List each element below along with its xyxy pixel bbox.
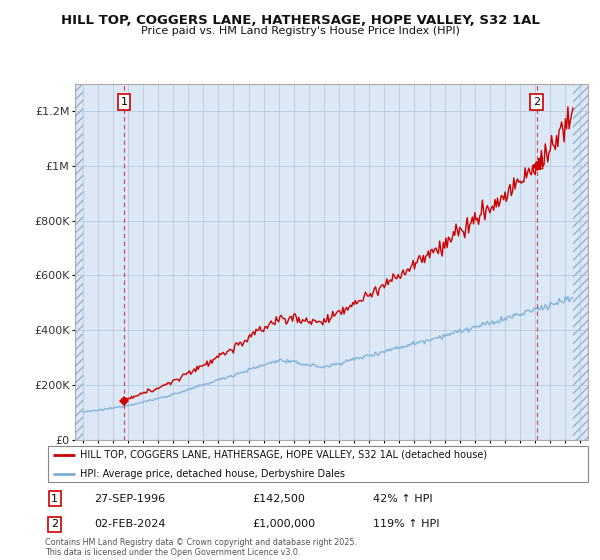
FancyBboxPatch shape	[48, 446, 588, 482]
Text: Contains HM Land Registry data © Crown copyright and database right 2025.
This d: Contains HM Land Registry data © Crown c…	[45, 538, 357, 557]
Text: HPI: Average price, detached house, Derbyshire Dales: HPI: Average price, detached house, Derb…	[80, 469, 346, 478]
Text: 2: 2	[533, 97, 540, 107]
Bar	[573, 84, 588, 440]
Text: HILL TOP, COGGERS LANE, HATHERSAGE, HOPE VALLEY, S32 1AL: HILL TOP, COGGERS LANE, HATHERSAGE, HOPE…	[61, 14, 539, 27]
Text: £1,000,000: £1,000,000	[253, 519, 316, 529]
Text: 1: 1	[121, 97, 128, 107]
Text: £142,500: £142,500	[253, 493, 305, 503]
Text: 2: 2	[51, 519, 58, 529]
Text: 27-SEP-1996: 27-SEP-1996	[94, 493, 165, 503]
Text: HILL TOP, COGGERS LANE, HATHERSAGE, HOPE VALLEY, S32 1AL (detached house): HILL TOP, COGGERS LANE, HATHERSAGE, HOPE…	[80, 450, 488, 460]
Text: 1: 1	[52, 493, 58, 503]
Text: 02-FEB-2024: 02-FEB-2024	[94, 519, 166, 529]
Text: Price paid vs. HM Land Registry's House Price Index (HPI): Price paid vs. HM Land Registry's House …	[140, 26, 460, 36]
Bar	[75, 84, 83, 440]
Text: 119% ↑ HPI: 119% ↑ HPI	[373, 519, 439, 529]
Text: 42% ↑ HPI: 42% ↑ HPI	[373, 493, 432, 503]
